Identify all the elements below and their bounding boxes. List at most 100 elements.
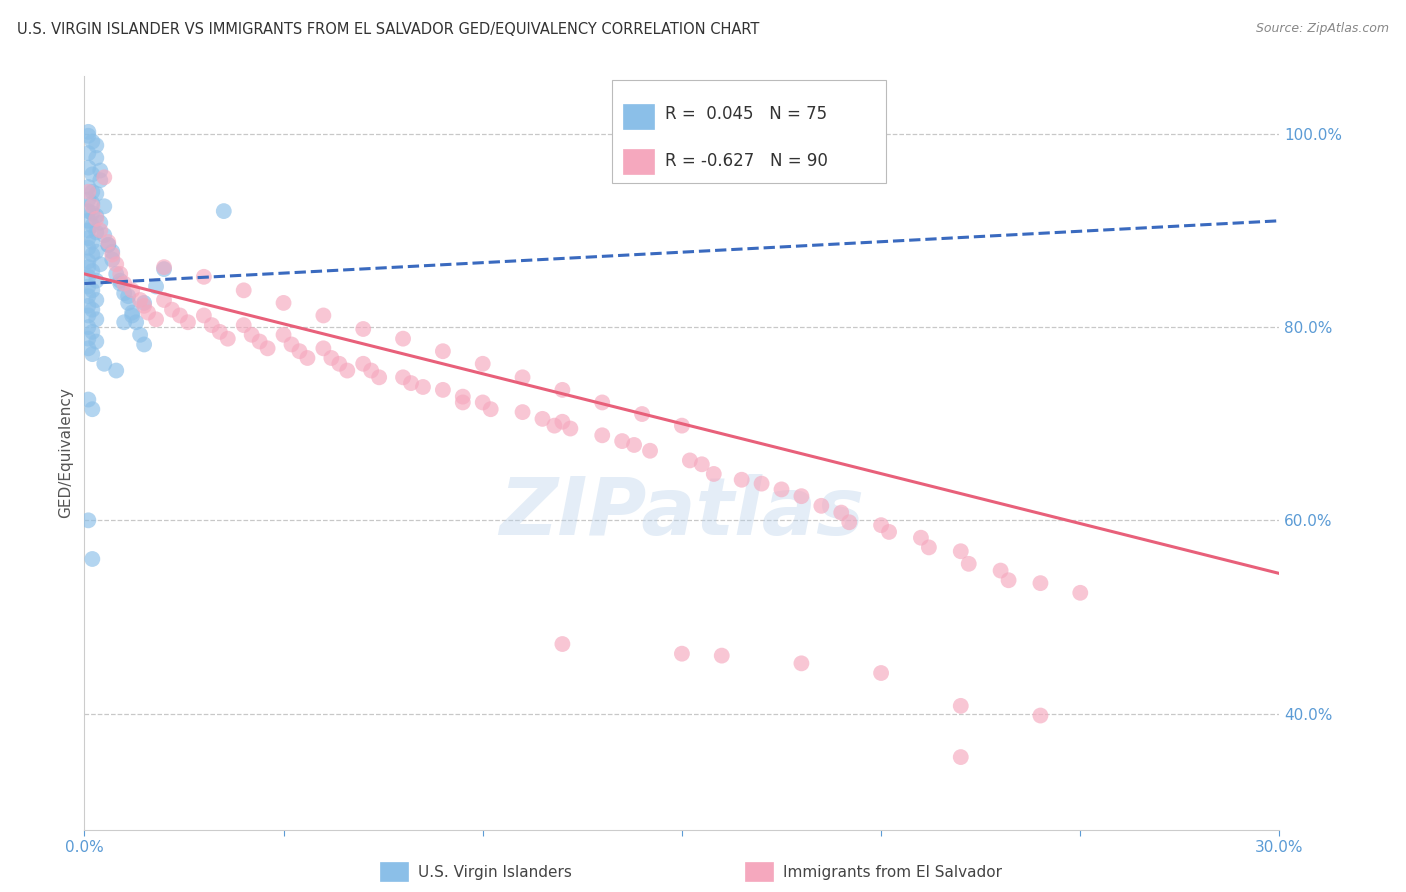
Point <box>77 342 100 356</box>
Point <box>93 170 115 185</box>
Point <box>201 318 224 333</box>
Point <box>89 216 111 230</box>
Point <box>82 284 104 298</box>
Point <box>232 318 254 333</box>
Point <box>392 370 415 384</box>
Point <box>949 544 972 558</box>
Point <box>1029 708 1052 723</box>
Point <box>86 293 108 307</box>
Text: R =  0.045   N = 75: R = 0.045 N = 75 <box>665 105 827 123</box>
Point <box>77 185 100 199</box>
Point <box>877 524 900 539</box>
Point <box>129 327 152 342</box>
Point <box>412 380 434 394</box>
Point <box>471 395 494 409</box>
Point <box>451 395 474 409</box>
Point <box>97 238 120 252</box>
Point <box>631 407 654 421</box>
Text: Immigrants from El Salvador: Immigrants from El Salvador <box>783 865 1002 880</box>
Point <box>512 370 534 384</box>
Point <box>671 418 693 433</box>
Point <box>870 665 893 680</box>
Point <box>352 322 374 336</box>
Point <box>82 219 104 233</box>
Point <box>86 225 108 239</box>
Point <box>451 390 474 404</box>
Point <box>240 327 263 342</box>
Point <box>117 289 139 303</box>
Point <box>93 199 115 213</box>
Point <box>432 344 454 359</box>
Point <box>392 332 415 346</box>
Point <box>112 315 135 329</box>
Point <box>352 357 374 371</box>
Point <box>479 402 502 417</box>
Point <box>217 332 239 346</box>
Point <box>93 228 115 243</box>
Point <box>86 334 108 349</box>
Point <box>112 286 135 301</box>
Point <box>82 206 104 220</box>
Point <box>82 264 104 278</box>
Point <box>1069 586 1091 600</box>
Point <box>312 342 335 356</box>
Point <box>790 657 813 671</box>
Point <box>273 327 295 342</box>
Point <box>512 405 534 419</box>
Point <box>77 513 100 527</box>
Point <box>638 443 661 458</box>
Point <box>117 296 139 310</box>
Point <box>918 541 941 555</box>
Point <box>132 296 156 310</box>
Point <box>77 223 100 237</box>
Point <box>86 138 108 153</box>
Point <box>671 647 693 661</box>
Point <box>177 315 200 329</box>
Point <box>703 467 725 481</box>
Point <box>82 552 104 566</box>
Point <box>1029 576 1052 591</box>
Point <box>86 209 108 223</box>
Point <box>830 506 852 520</box>
Point <box>86 244 108 259</box>
Point <box>77 269 100 284</box>
Point <box>160 302 183 317</box>
Point <box>232 284 254 298</box>
Point <box>838 516 860 530</box>
Point <box>321 351 343 365</box>
Point <box>82 247 104 261</box>
Point <box>949 750 972 764</box>
Text: U.S. Virgin Islanders: U.S. Virgin Islanders <box>418 865 571 880</box>
Point <box>145 279 167 293</box>
Point <box>82 196 104 211</box>
Point <box>145 312 167 326</box>
Point <box>77 299 100 313</box>
Point <box>551 415 574 429</box>
Point <box>591 395 613 409</box>
Point <box>790 489 813 503</box>
Point <box>77 128 100 143</box>
Text: ZIPatlas: ZIPatlas <box>499 474 865 552</box>
Point <box>86 274 108 288</box>
Point <box>679 453 702 467</box>
Point <box>77 320 100 334</box>
Point <box>129 293 152 307</box>
Point <box>770 483 793 497</box>
Point <box>591 428 613 442</box>
Point <box>810 499 832 513</box>
Point <box>957 557 980 571</box>
Point <box>612 434 634 449</box>
Point <box>731 473 754 487</box>
Point <box>256 342 278 356</box>
Point <box>551 383 574 397</box>
Point <box>432 383 454 397</box>
Point <box>110 277 132 291</box>
Point <box>82 302 104 317</box>
Point <box>212 204 235 219</box>
Point <box>77 254 100 268</box>
Point <box>77 193 100 207</box>
Point <box>82 402 104 417</box>
Point <box>82 235 104 249</box>
Point <box>990 564 1012 578</box>
Point <box>77 309 100 323</box>
